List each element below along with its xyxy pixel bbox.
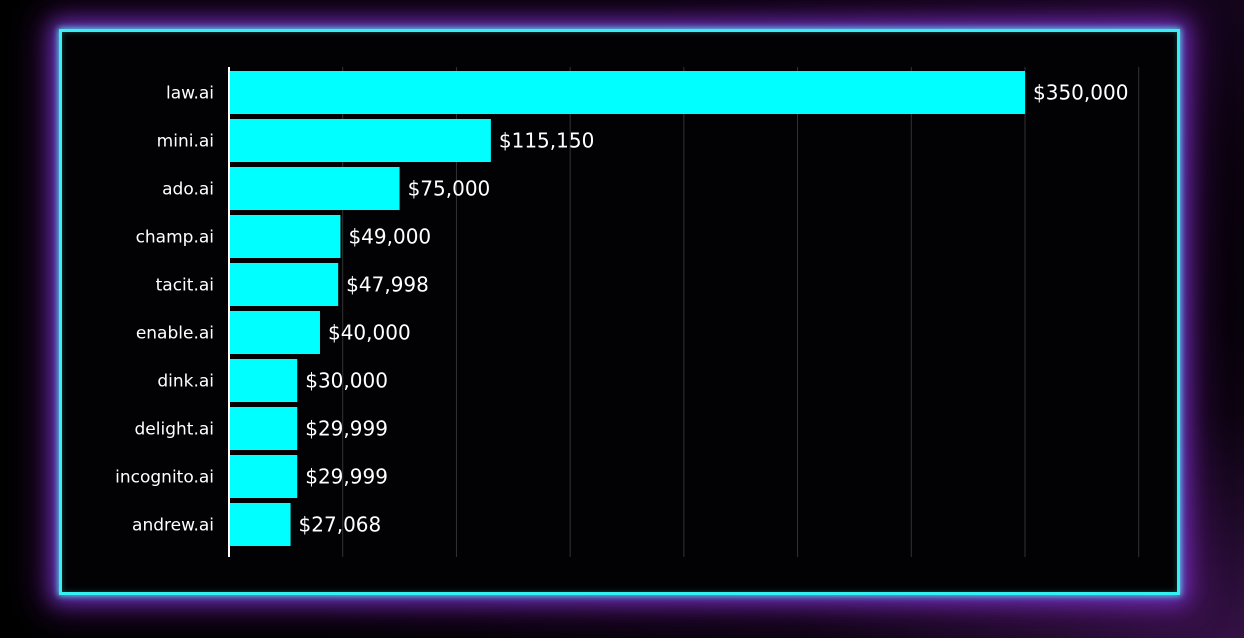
category-label: mini.ai [157,132,214,152]
value-label: $75,000 [408,177,491,201]
category-label: incognito.ai [115,468,214,488]
bar-dink-ai [229,359,298,402]
bar-law-ai [229,71,1025,114]
value-label: $27,068 [299,513,382,537]
grid-lines [342,67,1140,557]
value-label: $30,000 [305,369,388,393]
bar-enable-ai [229,311,320,354]
category-label: ado.ai [162,180,214,200]
bar-tacit-ai [229,263,339,306]
value-label: $49,000 [348,225,431,249]
value-label: $47,998 [346,273,429,297]
bar-incognito-ai [229,455,298,498]
value-labels: $350,000 $115,150 $75,000 $49,000 $47,998 $40… [299,81,1129,537]
value-label: $29,999 [305,417,388,441]
category-label: delight.ai [135,420,214,440]
category-labels: law.ai mini.ai ado.ai champ.ai tacit.ai enabl… [115,84,214,536]
category-label: enable.ai [136,324,214,344]
bar-mini-ai [229,119,491,162]
bar-ado-ai [229,167,400,210]
category-label: law.ai [166,84,214,104]
category-label: dink.ai [157,372,214,392]
value-label: $350,000 [1033,81,1128,105]
value-label: $40,000 [328,321,411,345]
bars [229,71,1025,546]
category-label: champ.ai [136,228,214,248]
bar-champ-ai [229,215,341,258]
category-label: tacit.ai [156,276,214,296]
bar-delight-ai [229,407,298,450]
bar-andrew-ai [229,503,291,546]
value-label: $29,999 [305,465,388,489]
value-label: $115,150 [499,129,594,153]
category-label: andrew.ai [132,516,214,536]
